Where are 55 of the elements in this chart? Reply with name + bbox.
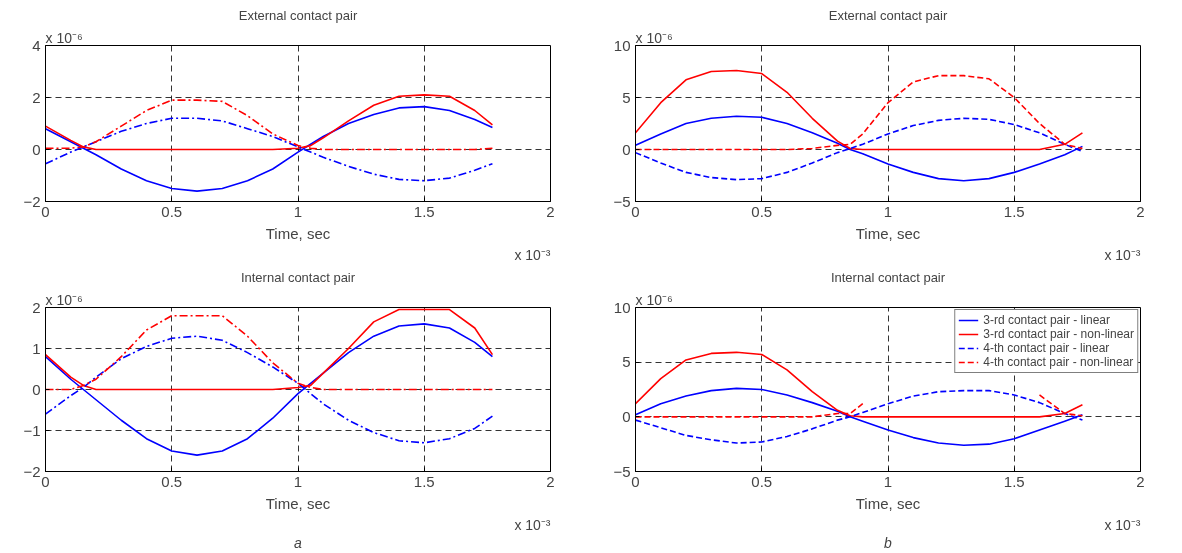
y-tick-label: 2 <box>32 88 41 106</box>
annotation: x 10⁻⁶ <box>635 29 673 46</box>
y-tick-label: 1 <box>32 339 41 357</box>
text: b <box>884 534 893 551</box>
y-tick-label: 10 <box>613 298 631 316</box>
chart-title: Internal contact pair <box>830 269 946 285</box>
x-tick-label: 2 <box>1136 202 1145 220</box>
y-tick-label: 0 <box>622 140 631 158</box>
y-tick-label: 4 <box>32 36 41 54</box>
x-axis-title: Time, sec <box>265 494 331 512</box>
text: x 10⁻³ <box>1104 246 1141 263</box>
y-tick-label: 5 <box>622 353 631 371</box>
x-tick-label: 1 <box>883 202 893 220</box>
chart-title: Internal contact pair <box>240 269 356 285</box>
annotation: x 10⁻⁶ <box>45 29 83 46</box>
x-tick-label: 1 <box>883 472 893 490</box>
y-tick-label: −2 <box>23 192 41 210</box>
x-axis-title: Time, sec <box>855 494 921 512</box>
x-tick-label: 1.5 <box>413 202 435 220</box>
legend-label: 3-rd contact pair - non-linear <box>983 327 1134 341</box>
y-tick-label: −1 <box>23 421 41 439</box>
text: a <box>294 534 303 551</box>
x-tick-label: 1 <box>293 202 303 220</box>
x-tick-label: 1.5 <box>1003 472 1025 490</box>
x-tick-label: 0.5 <box>161 202 183 220</box>
text: x 10⁻³ <box>514 246 551 263</box>
legend-label: 3-rd contact pair - linear <box>983 313 1110 327</box>
annotation: x 10⁻⁶ <box>45 291 83 308</box>
x-tick-label: 1.5 <box>1003 202 1025 220</box>
y-tick-label: −2 <box>23 462 41 480</box>
x-axis-title: Time, sec <box>265 224 331 242</box>
x-tick-label: 0.5 <box>161 472 183 490</box>
y-tick-label: 5 <box>622 88 631 106</box>
y-tick-label: 0 <box>622 407 631 425</box>
legend-label: 4-th contact pair - linear <box>983 341 1110 355</box>
x-tick-label: 1.5 <box>413 472 435 490</box>
x-tick-label: 1 <box>293 472 303 490</box>
y-tick-label: −5 <box>613 192 631 210</box>
text: x 10⁻³ <box>514 516 551 533</box>
x-tick-label: 2 <box>546 472 555 490</box>
x-tick-label: 2 <box>1136 472 1145 490</box>
text: x 10⁻⁶ <box>635 291 673 308</box>
x-axis-title: Time, sec <box>855 224 921 242</box>
chart-title: External contact pair <box>828 7 948 23</box>
y-tick-label: 2 <box>32 298 41 316</box>
text: x 10⁻³ <box>1104 516 1141 533</box>
x-tick-label: 2 <box>546 202 555 220</box>
x-tick-label: 0.5 <box>751 202 773 220</box>
chart-title: External contact pair <box>238 7 358 23</box>
legend-label: 4-th contact pair - non-linear <box>983 355 1134 369</box>
y-tick-label: 10 <box>613 36 631 54</box>
y-tick-label: 0 <box>32 140 41 158</box>
y-tick-label: −5 <box>613 462 631 480</box>
x-tick-label: 0.5 <box>751 472 773 490</box>
y-tick-label: 0 <box>32 380 41 398</box>
